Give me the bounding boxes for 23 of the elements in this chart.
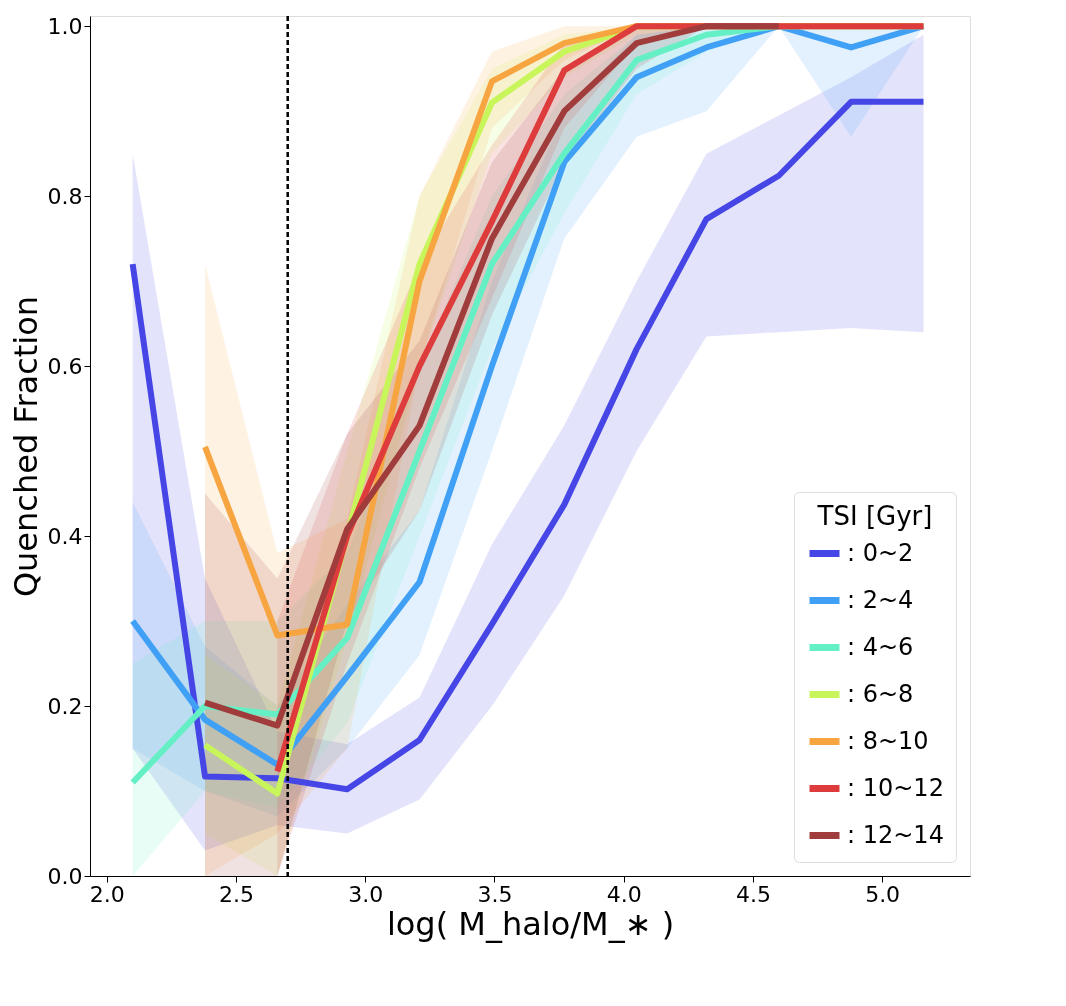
legend-label: : 2~4 bbox=[847, 585, 914, 614]
x-tick-label: 3.0 bbox=[348, 881, 384, 907]
legend-label: : 12~14 bbox=[847, 820, 944, 849]
y-tick-label: 1.0 bbox=[47, 13, 83, 39]
x-tick-label: 3.5 bbox=[477, 881, 513, 907]
legend-label: : 0~2 bbox=[847, 538, 914, 567]
y-tick-label: 0.8 bbox=[47, 183, 83, 209]
x-tick-label: 4.0 bbox=[606, 881, 642, 907]
legend-label: : 8~10 bbox=[847, 726, 929, 755]
x-tick-label: 4.5 bbox=[735, 881, 771, 907]
y-axis-title: Quenched Fraction bbox=[6, 295, 45, 598]
legend-title: TSI [Gyr] bbox=[816, 501, 933, 531]
legend-label: : 10~12 bbox=[847, 773, 944, 802]
legend-label: : 4~6 bbox=[847, 632, 914, 661]
legend-label: : 6~8 bbox=[847, 679, 914, 708]
x-tick-label: 2.5 bbox=[219, 881, 255, 907]
y-tick-label: 0.0 bbox=[47, 863, 83, 889]
y-tick-label: 0.2 bbox=[47, 693, 83, 719]
x-tick-label: 2.0 bbox=[89, 881, 125, 907]
y-tick-label: 0.4 bbox=[47, 523, 83, 549]
x-axis-title: log( M_halo/M_∗ ) bbox=[386, 904, 675, 943]
x-tick-label: 5.0 bbox=[865, 881, 901, 907]
y-tick-label: 0.6 bbox=[47, 353, 83, 379]
